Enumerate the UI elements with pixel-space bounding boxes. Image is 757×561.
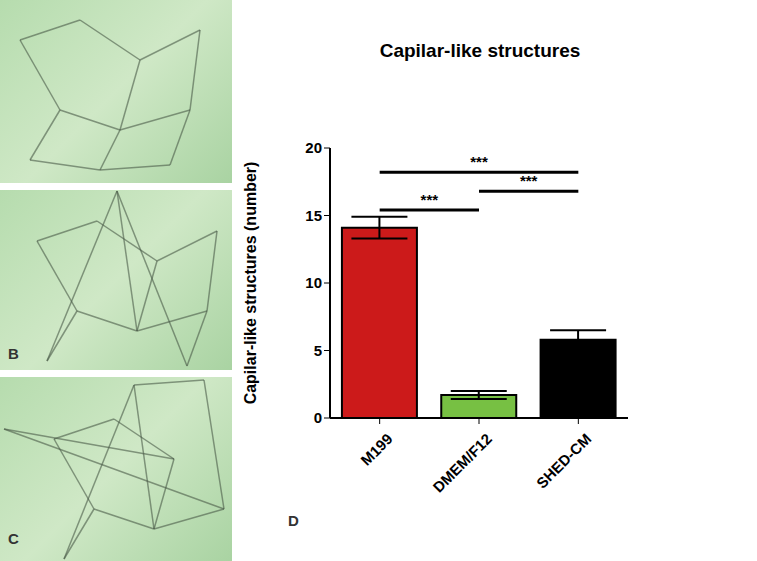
svg-text:5: 5: [314, 342, 322, 359]
html-text:D: D: [288, 512, 299, 529]
html-text:Capilar-like structures: Capilar-like structures: [379, 40, 581, 61]
svg-text:DMEM/F12: DMEM/F12: [429, 430, 495, 496]
svg-text:M199: M199: [357, 430, 396, 469]
svg-text:20: 20: [305, 139, 322, 156]
svg-text:10: 10: [305, 274, 322, 291]
svg-text:***: ***: [421, 191, 439, 208]
html-text:C: C: [8, 530, 19, 547]
html-text:B: B: [8, 345, 19, 362]
svg-text:0: 0: [314, 409, 322, 426]
svg-text:***: ***: [470, 153, 488, 170]
svg-text:15: 15: [305, 207, 322, 224]
svg-text:Capilar-like structures (numbe: Capilar-like structures (number): [242, 162, 259, 405]
svg-text:SHED-CM: SHED-CM: [533, 430, 595, 492]
svg-text:***: ***: [520, 172, 538, 189]
